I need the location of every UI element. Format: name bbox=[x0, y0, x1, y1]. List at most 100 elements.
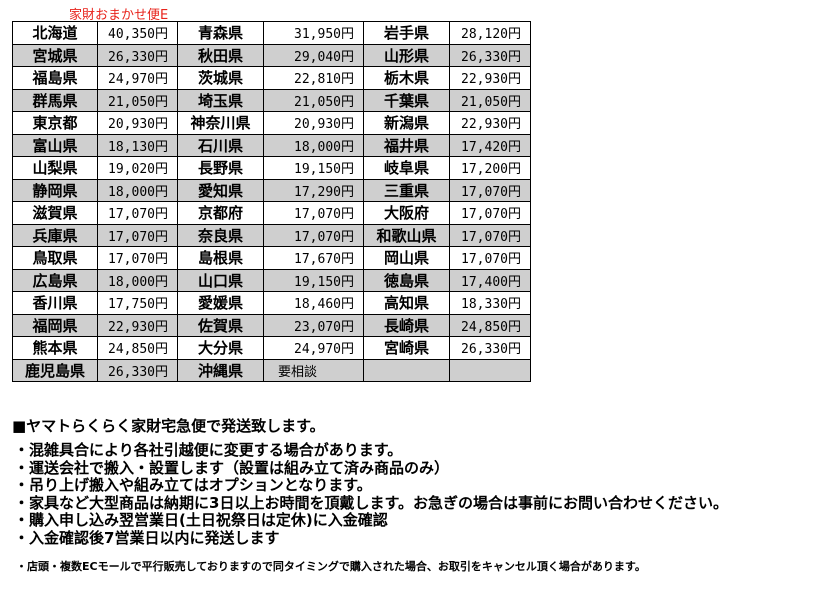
table-row: 熊本県 24,850円 大分県 24,970円 宮崎県 26,330円 bbox=[12, 336, 531, 360]
price-cell: 26,330円 bbox=[449, 43, 531, 67]
prefecture-cell: 群馬県 bbox=[12, 88, 98, 112]
price-cell: 22,930円 bbox=[449, 111, 531, 135]
prefecture-cell: 三重県 bbox=[363, 178, 450, 202]
footnote: ・店頭・複数ECモールで平行販売しておりますので同タイミングで購入された場合、お… bbox=[16, 560, 646, 573]
prefecture-cell: 山梨県 bbox=[12, 156, 98, 180]
price-cell: 17,420円 bbox=[449, 133, 531, 157]
price-cell: 18,460円 bbox=[263, 291, 364, 315]
table-row: 滋賀県 17,070円 京都府 17,070円 大阪府 17,070円 bbox=[12, 201, 531, 225]
prefecture-cell: 福島県 bbox=[12, 66, 98, 90]
prefecture-cell: 徳島県 bbox=[363, 268, 450, 292]
price-cell: 17,070円 bbox=[97, 223, 178, 247]
price-cell: 17,670円 bbox=[263, 246, 364, 270]
price-cell: 40,350円 bbox=[97, 21, 178, 45]
prefecture-cell: 千葉県 bbox=[363, 88, 450, 112]
price-cell: 20,930円 bbox=[263, 111, 364, 135]
prefecture-cell: 長崎県 bbox=[363, 313, 450, 337]
table-row: 北海道 40,350円 青森県 31,950円 岩手県 28,120円 bbox=[12, 21, 531, 45]
price-cell: 19,020円 bbox=[97, 156, 178, 180]
prefecture-cell: 熊本県 bbox=[12, 336, 98, 360]
price-cell: 20,930円 bbox=[97, 111, 178, 135]
table-row: 山梨県 19,020円 長野県 19,150円 岐阜県 17,200円 bbox=[12, 156, 531, 180]
shipping-plan-title: 家財おまかせ便E bbox=[69, 8, 169, 23]
prefecture-cell: 愛知県 bbox=[177, 178, 264, 202]
price-cell: 23,070円 bbox=[263, 313, 364, 337]
prefecture-cell: 栃木県 bbox=[363, 66, 450, 90]
price-cell: 18,330円 bbox=[449, 291, 531, 315]
table-row: 静岡県 18,000円 愛知県 17,290円 三重県 17,070円 bbox=[12, 178, 531, 202]
price-cell: 21,050円 bbox=[263, 88, 364, 112]
price-cell: 22,810円 bbox=[263, 66, 364, 90]
note-item: ・入金確認後7営業日以内に発送します bbox=[14, 528, 280, 547]
table-row: 鳥取県 17,070円 島根県 17,670円 岡山県 17,070円 bbox=[12, 246, 531, 270]
price-cell: 21,050円 bbox=[97, 88, 178, 112]
prefecture-cell: 香川県 bbox=[12, 291, 98, 315]
table-row: 兵庫県 17,070円 奈良県 17,070円 和歌山県 17,070円 bbox=[12, 223, 531, 247]
prefecture-cell: 広島県 bbox=[12, 268, 98, 292]
shipping-rate-table: 北海道 40,350円 青森県 31,950円 岩手県 28,120円 宮城県 26,330円… bbox=[12, 21, 531, 382]
price-cell: 要相談 bbox=[263, 358, 364, 382]
prefecture-cell: 兵庫県 bbox=[12, 223, 98, 247]
prefecture-cell: 鹿児島県 bbox=[12, 358, 98, 382]
price-cell: 18,000円 bbox=[97, 268, 178, 292]
prefecture-cell: 島根県 bbox=[177, 246, 264, 270]
prefecture-cell: 長野県 bbox=[177, 156, 264, 180]
price-cell: 17,070円 bbox=[449, 223, 531, 247]
table-row: 鹿児島県 26,330円 沖縄県 要相談 bbox=[12, 358, 531, 382]
prefecture-cell: 大分県 bbox=[177, 336, 264, 360]
price-cell: 17,200円 bbox=[449, 156, 531, 180]
prefecture-cell: 富山県 bbox=[12, 133, 98, 157]
shipping-notes: ・混雑具合により各社引越便に変更する場合があります。 ・運送会社で搬入・設置しま… bbox=[14, 441, 728, 547]
price-cell: 17,400円 bbox=[449, 268, 531, 292]
price-cell: 29,040円 bbox=[263, 43, 364, 67]
table-row: 富山県 18,130円 石川県 18,000円 福井県 17,420円 bbox=[12, 133, 531, 157]
prefecture-cell: 宮崎県 bbox=[363, 336, 450, 360]
table-row: 福岡県 22,930円 佐賀県 23,070円 長崎県 24,850円 bbox=[12, 313, 531, 337]
price-cell: 18,000円 bbox=[263, 133, 364, 157]
table-row: 福島県 24,970円 茨城県 22,810円 栃木県 22,930円 bbox=[12, 66, 531, 90]
price-cell: 22,930円 bbox=[97, 313, 178, 337]
prefecture-cell: 埼玉県 bbox=[177, 88, 264, 112]
price-cell: 18,000円 bbox=[97, 178, 178, 202]
prefecture-cell: 静岡県 bbox=[12, 178, 98, 202]
note-item: ・混雑具合により各社引越便に変更する場合があります。 bbox=[14, 441, 403, 459]
price-cell: 17,070円 bbox=[449, 178, 531, 202]
table-row: 宮城県 26,330円 秋田県 29,040円 山形県 26,330円 bbox=[12, 43, 531, 67]
price-cell: 26,330円 bbox=[97, 43, 178, 67]
prefecture-cell: 京都府 bbox=[177, 201, 264, 225]
note-item: ・家具など大型商品は納期に3日以上お時間を頂戴します。お急ぎの場合は事前にお問い… bbox=[14, 493, 728, 512]
prefecture-cell: 茨城県 bbox=[177, 66, 264, 90]
prefecture-cell: 福岡県 bbox=[12, 313, 98, 337]
prefecture-cell: 山口県 bbox=[177, 268, 264, 292]
prefecture-cell: 岡山県 bbox=[363, 246, 450, 270]
shipping-heading: ■ヤマトらくらく家財宅急便で発送致します。 bbox=[12, 417, 325, 435]
price-cell: 26,330円 bbox=[449, 336, 531, 360]
prefecture-cell: 北海道 bbox=[12, 21, 98, 45]
price-cell: 17,070円 bbox=[97, 246, 178, 270]
prefecture-cell: 鳥取県 bbox=[12, 246, 98, 270]
prefecture-cell: 新潟県 bbox=[363, 111, 450, 135]
note-item: ・吊り上げ搬入や組み立てはオプションとなります。 bbox=[14, 476, 372, 494]
prefecture-cell: 東京都 bbox=[12, 111, 98, 135]
prefecture-cell: 大阪府 bbox=[363, 201, 450, 225]
table-row: 広島県 18,000円 山口県 19,150円 徳島県 17,400円 bbox=[12, 268, 531, 292]
prefecture-cell: 宮城県 bbox=[12, 43, 98, 67]
prefecture-cell: 岐阜県 bbox=[363, 156, 450, 180]
price-cell: 17,750円 bbox=[97, 291, 178, 315]
table-row: 香川県 17,750円 愛媛県 18,460円 高知県 18,330円 bbox=[12, 291, 531, 315]
price-cell: 22,930円 bbox=[449, 66, 531, 90]
table-row: 東京都 20,930円 神奈川県 20,930円 新潟県 22,930円 bbox=[12, 111, 531, 135]
prefecture-cell: 山形県 bbox=[363, 43, 450, 67]
price-cell: 24,850円 bbox=[97, 336, 178, 360]
price-cell: 24,850円 bbox=[449, 313, 531, 337]
prefecture-cell: 青森県 bbox=[177, 21, 264, 45]
price-cell: 24,970円 bbox=[97, 66, 178, 90]
prefecture-cell: 和歌山県 bbox=[363, 223, 450, 247]
price-cell: 24,970円 bbox=[263, 336, 364, 360]
note-item: ・購入申し込み翌営業日(土日祝祭日は定休)に入金確認 bbox=[14, 511, 388, 529]
table-row: 群馬県 21,050円 埼玉県 21,050円 千葉県 21,050円 bbox=[12, 88, 531, 112]
prefecture-cell: 奈良県 bbox=[177, 223, 264, 247]
price-cell: 17,290円 bbox=[263, 178, 364, 202]
prefecture-cell: 滋賀県 bbox=[12, 201, 98, 225]
price-cell: 17,070円 bbox=[449, 246, 531, 270]
